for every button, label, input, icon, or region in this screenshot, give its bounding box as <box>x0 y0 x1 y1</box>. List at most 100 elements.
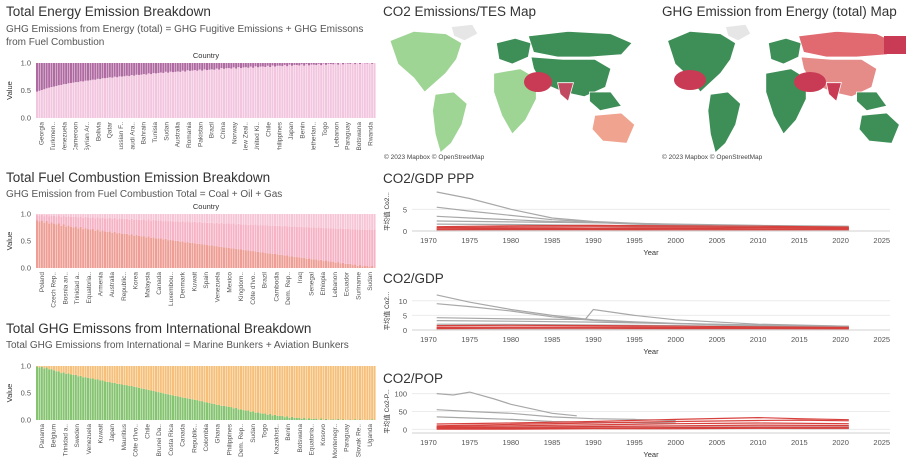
bar-segment-fugitive[interactable] <box>43 63 46 90</box>
bar-segment-aviation[interactable] <box>82 366 85 378</box>
country-region-australia[interactable] <box>591 112 636 144</box>
bar-segment-gas[interactable] <box>125 214 128 219</box>
bar-segment-marine[interactable] <box>111 383 114 420</box>
bar-segment-combustion_top[interactable] <box>206 70 208 118</box>
country-region-russia[interactable] <box>798 30 898 58</box>
bar-segment-aviation[interactable] <box>193 366 196 400</box>
bar-segment-aviation[interactable] <box>147 366 150 390</box>
bar-segment-aviation[interactable] <box>145 366 148 390</box>
bar-segment-fugitive[interactable] <box>210 63 213 70</box>
bar-segment-combustion_top[interactable] <box>291 65 293 118</box>
bar-segment-marine[interactable] <box>232 408 235 420</box>
bar-segment-gas[interactable] <box>261 214 264 226</box>
bar-segment-aviation[interactable] <box>159 366 162 393</box>
bar-segment-coal[interactable] <box>291 256 293 268</box>
bar-segment-oil[interactable] <box>193 221 196 244</box>
bar-segment-gas[interactable] <box>40 214 43 215</box>
bar-segment-aviation[interactable] <box>305 366 308 420</box>
bar-segment-oil[interactable] <box>240 224 242 250</box>
bar-segment-aviation[interactable] <box>281 366 284 416</box>
bar-segment-gas[interactable] <box>189 214 191 223</box>
bar-segment-aviation[interactable] <box>254 366 257 413</box>
bar-segment-fugitive[interactable] <box>291 63 293 66</box>
bar-segment-fugitive[interactable] <box>359 63 361 64</box>
bar-segment-fugitive[interactable] <box>79 63 82 82</box>
bar-segment-fugitive[interactable] <box>184 63 187 72</box>
bar-segment-fugitive[interactable] <box>286 63 289 67</box>
bar-segment-marine[interactable] <box>295 417 298 420</box>
bar-segment-marine[interactable] <box>65 373 68 420</box>
bar-segment-gas[interactable] <box>94 214 97 219</box>
bar-segment-oil[interactable] <box>157 220 160 239</box>
co2-gdp-ppp-chart[interactable]: 0 5 平均值 Co2... 1970 1975 1980 1985 1990 1995 2000… <box>380 188 913 262</box>
bar-segment-oil[interactable] <box>38 215 41 222</box>
bar-segment-aviation[interactable] <box>235 366 238 408</box>
bar-segment-coal[interactable] <box>293 256 296 268</box>
bar-segment-aviation[interactable] <box>329 366 332 420</box>
bar-segment-aviation[interactable] <box>310 366 313 420</box>
bar-segment-gas[interactable] <box>206 214 208 223</box>
bar-segment-oil[interactable] <box>252 225 255 252</box>
bar-segment-fugitive[interactable] <box>227 63 230 69</box>
bar-segment-gas[interactable] <box>320 214 323 228</box>
bar-segment-oil[interactable] <box>142 219 145 237</box>
bar-segment-aviation[interactable] <box>169 366 172 395</box>
bar-segment-combustion_top[interactable] <box>247 67 250 118</box>
bar-segment-fugitive[interactable] <box>118 63 121 77</box>
bar-segment-oil[interactable] <box>74 216 77 227</box>
bar-segment-oil[interactable] <box>60 216 63 226</box>
bar-segment-coal[interactable] <box>366 266 369 268</box>
bar-segment-combustion_top[interactable] <box>140 74 143 118</box>
bar-segment-fugitive[interactable] <box>337 63 340 65</box>
bar-segment-gas[interactable] <box>48 214 51 217</box>
bar-segment-marine[interactable] <box>142 388 145 420</box>
bar-segment-gas[interactable] <box>193 214 196 222</box>
bar-segment-oil[interactable] <box>322 227 325 262</box>
bar-segment-coal[interactable] <box>329 261 332 268</box>
bar-segment-oil[interactable] <box>269 225 272 254</box>
bar-segment-combustion_top[interactable] <box>152 73 155 118</box>
bar-segment-gas[interactable] <box>366 214 369 230</box>
bar-segment-aviation[interactable] <box>276 366 279 416</box>
bar-segment-fugitive[interactable] <box>300 63 303 65</box>
bar-segment-marine[interactable] <box>164 393 167 420</box>
bar-segment-gas[interactable] <box>113 214 116 218</box>
bar-segment-gas[interactable] <box>325 214 327 229</box>
bar-segment-combustion_top[interactable] <box>196 70 199 118</box>
bar-segment-oil[interactable] <box>169 220 172 240</box>
bar-segment-coal[interactable] <box>344 263 347 268</box>
bar-segment-coal[interactable] <box>317 260 320 268</box>
bar-segment-gas[interactable] <box>145 214 148 221</box>
bar-segment-coal[interactable] <box>62 224 65 268</box>
bar-segment-coal[interactable] <box>113 231 116 268</box>
bar-segment-combustion_top[interactable] <box>133 75 136 118</box>
bar-segment-aviation[interactable] <box>225 366 228 407</box>
bar-segment-combustion_top[interactable] <box>162 72 165 118</box>
bar-segment-fugitive[interactable] <box>213 63 216 70</box>
bar-segment-combustion_top[interactable] <box>179 71 182 118</box>
bar-segment-fugitive[interactable] <box>142 63 145 75</box>
bar-segment-coal[interactable] <box>67 225 70 268</box>
bar-segment-fugitive[interactable] <box>159 63 162 73</box>
bar-segment-coal[interactable] <box>334 262 337 268</box>
bar-segment-coal[interactable] <box>198 243 201 268</box>
country-region-greenland[interactable] <box>724 23 752 42</box>
bar-segment-aviation[interactable] <box>113 366 116 383</box>
bar-segment-marine[interactable] <box>130 386 133 420</box>
bar-segment-marine[interactable] <box>106 381 109 420</box>
bar-segment-aviation[interactable] <box>53 366 55 371</box>
bar-segment-coal[interactable] <box>269 253 272 268</box>
bar-segment-marine[interactable] <box>147 389 150 420</box>
bar-segment-fugitive[interactable] <box>162 63 165 73</box>
bar-segment-oil[interactable] <box>184 222 187 243</box>
bar-segment-gas[interactable] <box>174 214 177 222</box>
bar-segment-gas[interactable] <box>123 214 126 220</box>
bar-segment-marine[interactable] <box>198 401 201 420</box>
bar-segment-combustion_top[interactable] <box>191 70 194 119</box>
bar-segment-coal[interactable] <box>108 231 111 268</box>
bar-segment-coal[interactable] <box>74 226 77 268</box>
bar-segment-marine[interactable] <box>108 382 111 420</box>
bar-segment-combustion_top[interactable] <box>62 84 65 118</box>
bar-segment-marine[interactable] <box>354 419 357 420</box>
bar-segment-oil[interactable] <box>96 217 99 230</box>
